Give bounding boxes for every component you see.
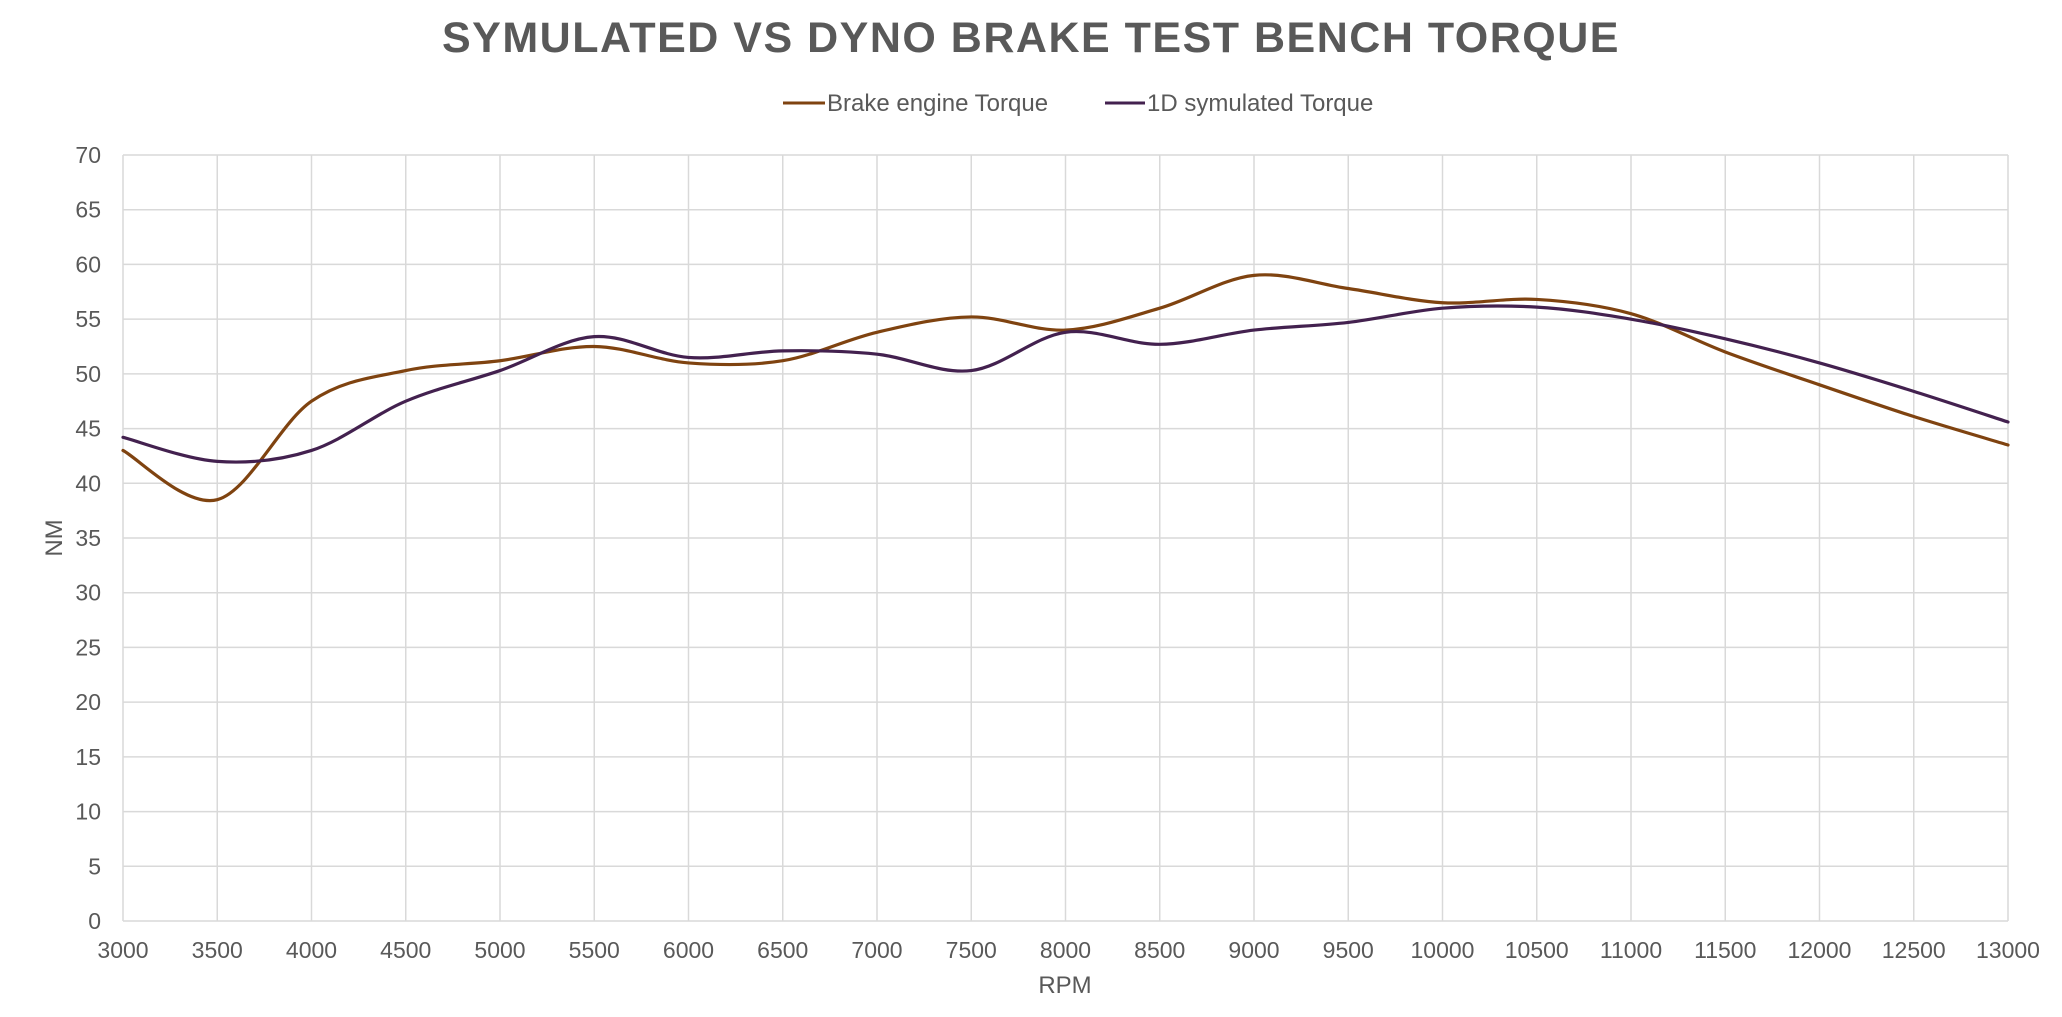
y-tick-label: 0: [88, 908, 101, 934]
y-tick-label: 45: [75, 416, 101, 442]
x-tick-label: 10500: [1505, 937, 1569, 963]
series-line-1d-symulated-torque: [121, 304, 2010, 464]
x-tick-label: 5000: [474, 937, 525, 963]
x-tick-label: 4500: [380, 937, 431, 963]
series-line-brake-engine-torque: [121, 273, 2010, 503]
x-tick-label: 7000: [851, 937, 902, 963]
x-tick-label: 12000: [1788, 937, 1852, 963]
y-axis-tick-labels: 0 5 10 15 20 25 30 35 40 45 50 55 60 65 70: [75, 142, 101, 934]
x-tick-label: 6500: [757, 937, 808, 963]
x-tick-label: 4000: [286, 937, 337, 963]
x-axis-title: RPM: [1038, 972, 1091, 999]
y-tick-label: 15: [75, 744, 101, 770]
x-tick-label: 11000: [1600, 937, 1662, 963]
y-tick-label: 35: [75, 525, 101, 551]
x-tick-label: 11500: [1694, 937, 1756, 963]
y-tick-label: 10: [75, 799, 101, 825]
x-axis-tick-labels: 3000 3500 4000 4500 5000 5500 6000 6500 7000 7500…: [97, 937, 2040, 963]
x-tick-label: 7500: [946, 937, 997, 963]
x-tick-label: 5500: [569, 937, 620, 963]
x-tick-label: 10000: [1411, 937, 1475, 963]
chart-title: SYMULATED VS DYNO BRAKE TEST BENCH TORQU…: [442, 14, 1620, 62]
series-lines: [121, 273, 2010, 503]
x-tick-label: 13000: [1976, 937, 2040, 963]
x-tick-label: 9500: [1323, 937, 1374, 963]
y-tick-label: 5: [88, 853, 101, 879]
y-tick-label: 55: [75, 306, 101, 332]
x-gridlines: [122, 155, 2009, 921]
x-tick-label: 6000: [663, 937, 714, 963]
y-tick-label: 65: [75, 197, 101, 223]
y-tick-label: 70: [75, 142, 101, 168]
x-tick-label: 8000: [1040, 937, 1091, 963]
y-tick-label: 20: [75, 689, 101, 715]
y-tick-label: 30: [75, 580, 101, 606]
legend-label-brake-engine-torque: Brake engine Torque: [827, 90, 1048, 117]
legend: Brake engine Torque 1D symulated Torque: [783, 90, 1373, 117]
x-tick-label: 12500: [1882, 937, 1946, 963]
y-tick-label: 60: [75, 251, 101, 277]
x-tick-label: 3500: [192, 937, 243, 963]
legend-label-1d-symulated-torque: 1D symulated Torque: [1147, 90, 1373, 117]
x-tick-label: 3000: [97, 937, 148, 963]
x-tick-label: 8500: [1134, 937, 1185, 963]
y-tick-label: 25: [75, 634, 101, 660]
y-axis-title: NM: [41, 519, 68, 556]
y-tick-label: 40: [75, 470, 101, 496]
y-tick-label: 50: [75, 361, 101, 387]
x-tick-label: 9000: [1228, 937, 1279, 963]
